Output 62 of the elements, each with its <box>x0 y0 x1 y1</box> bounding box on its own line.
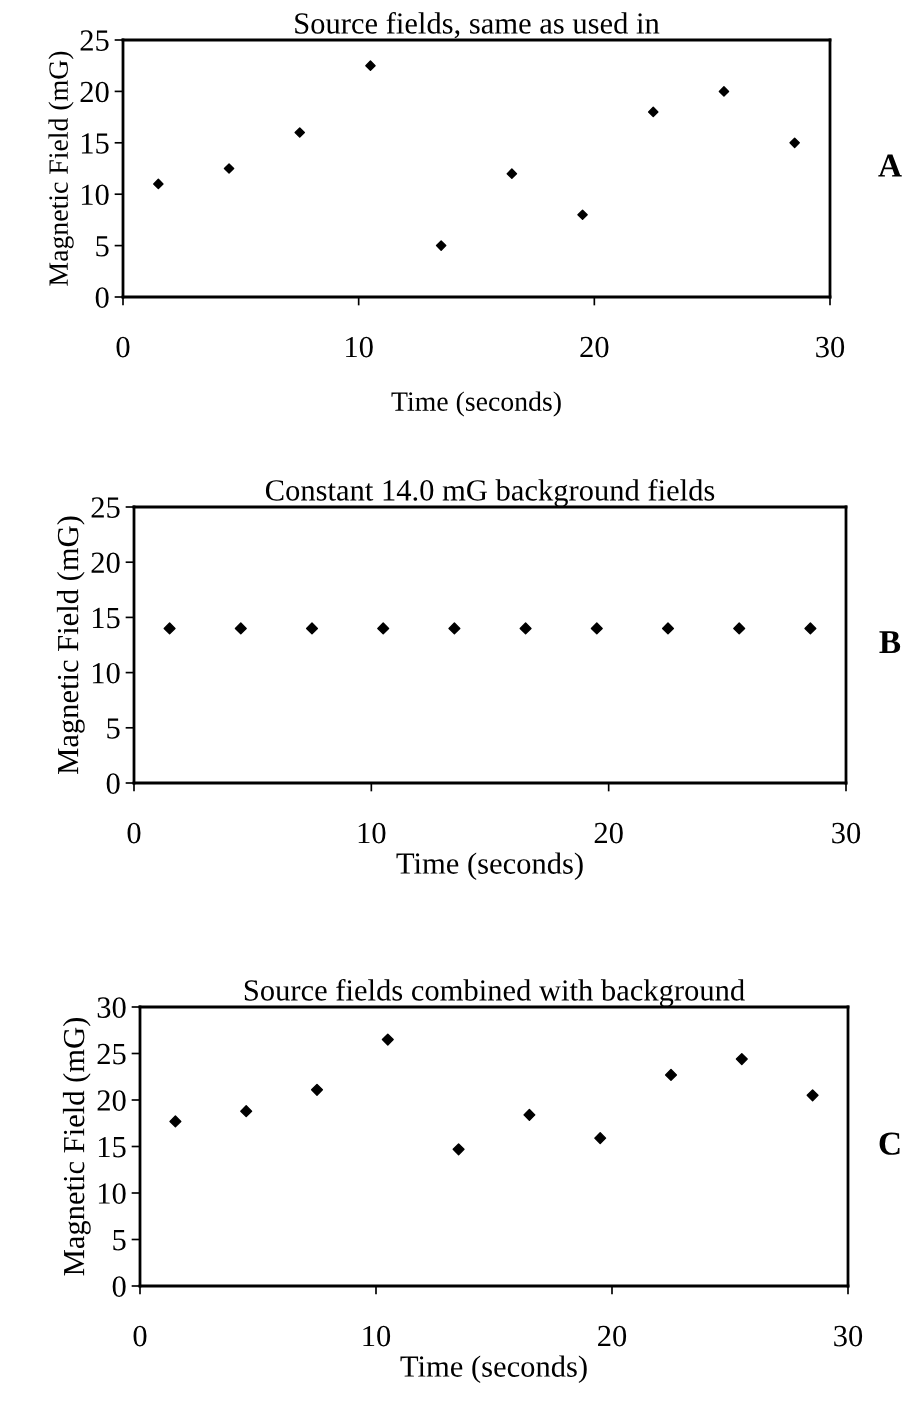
point <box>223 163 235 174</box>
point <box>577 209 588 221</box>
chart-title: Constant 14.0 mG background fields <box>265 478 715 507</box>
point <box>594 1132 607 1145</box>
chart-title: Source fields combined with background <box>244 978 745 1007</box>
y-tick-label: 20 <box>91 552 120 574</box>
point <box>523 1108 536 1121</box>
point <box>169 1115 182 1128</box>
x-axis-title: Time (seconds) <box>396 852 583 881</box>
y-tick-label: 15 <box>98 1136 126 1158</box>
y-tick-label: 10 <box>81 184 109 206</box>
point <box>294 127 306 138</box>
y-tick-label: 5 <box>113 1230 126 1251</box>
point <box>506 168 518 179</box>
y-tick-label: 0 <box>112 1276 126 1297</box>
x-tick-label: 20 <box>598 1325 627 1347</box>
point <box>365 60 376 72</box>
y-tick-label: 15 <box>81 133 109 154</box>
y-tick-label: 5 <box>96 236 109 257</box>
text: A <box>878 154 902 177</box>
point <box>310 1083 324 1096</box>
y-tick-label: 0 <box>95 287 109 308</box>
point <box>789 137 800 149</box>
x-tick-label: 30 <box>816 336 845 358</box>
y-tick-label: 0 <box>106 773 120 794</box>
y-tick-label: 20 <box>80 81 109 103</box>
point <box>240 1105 253 1118</box>
point <box>452 1143 465 1156</box>
y-tick-label: 20 <box>97 1090 126 1111</box>
y-tick-label: 10 <box>92 662 120 684</box>
x-axis-title: Time (seconds) <box>400 1355 587 1384</box>
point <box>718 86 730 97</box>
point <box>153 178 164 190</box>
x-axis-title: Time (seconds) <box>391 391 561 417</box>
x-tick-label: 0 <box>127 822 141 844</box>
x-tick-label: 30 <box>832 822 861 844</box>
x-tick-label: 20 <box>580 336 609 358</box>
point <box>647 106 659 118</box>
y-tick-label: 25 <box>91 497 120 518</box>
y-tick-label: 25 <box>97 1043 126 1065</box>
x-tick-label: 0 <box>133 1325 147 1347</box>
x-tick-label: 10 <box>363 1325 391 1347</box>
point <box>381 1033 394 1046</box>
x-tick-label: 20 <box>594 822 623 844</box>
x-tick-label: 10 <box>358 822 386 844</box>
x-tick-label: 30 <box>834 1325 863 1347</box>
y-tick-label: 10 <box>98 1183 126 1204</box>
y-tick-label: 30 <box>97 997 126 1018</box>
text: B <box>879 631 901 654</box>
y-axis-title: Magnetic Field (mG) <box>48 51 74 286</box>
point <box>664 1068 678 1081</box>
point <box>735 1053 748 1066</box>
y-axis-title: Magnetic Field (mG) <box>62 1018 91 1276</box>
text: C <box>879 1132 900 1155</box>
y-tick-label: 25 <box>80 30 109 51</box>
y-tick-label: 5 <box>107 718 120 739</box>
chart-title: Source fields, same as used in <box>295 11 660 39</box>
y-axis-title: Magnetic Field (mG) <box>56 516 85 774</box>
point <box>806 1089 819 1102</box>
y-tick-label: 15 <box>92 607 120 629</box>
point <box>435 240 447 251</box>
x-tick-label: 10 <box>346 336 373 358</box>
